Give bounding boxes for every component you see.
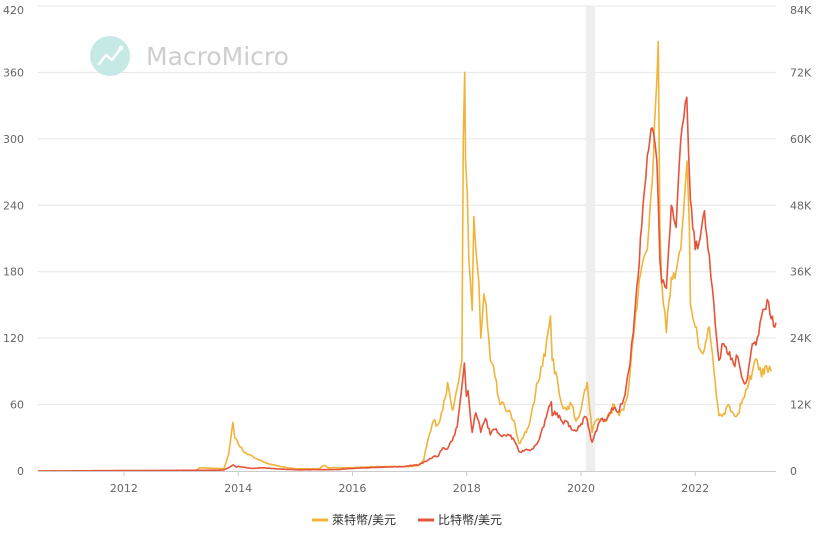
series-line-1 — [38, 96, 777, 472]
y-left-tick-label: 60 — [10, 399, 24, 412]
y-right-tick-label: 36K — [790, 266, 812, 279]
macromicro-logo-icon — [90, 36, 130, 76]
x-tick-label: 2012 — [110, 482, 138, 495]
y-left-tick-label: 300 — [3, 133, 24, 146]
y-left-tick-label: 360 — [3, 66, 24, 79]
y-right-tick-label: 48K — [790, 199, 812, 212]
x-tick-label: 2014 — [224, 482, 252, 495]
grid-lines — [38, 5, 776, 406]
y-right-tick-label: 60K — [790, 133, 812, 146]
series-lines — [38, 40, 777, 472]
y-right-tick-label: 84K — [790, 4, 812, 17]
watermark-text: MacroMicro — [146, 42, 289, 71]
y-right-tick-label: 12K — [790, 399, 812, 412]
y-left-tick-label: 0 — [17, 465, 24, 478]
watermark: MacroMicro — [90, 36, 289, 76]
series-line-0 — [38, 40, 772, 472]
y-left-tick-label: 420 — [3, 4, 24, 17]
legend: 萊特幣/美元 比特幣/美元 — [312, 512, 502, 527]
x-tick-label: 2018 — [453, 482, 481, 495]
legend-label-1[interactable]: 比特幣/美元 — [438, 512, 502, 527]
y-left-tick-label: 180 — [3, 266, 24, 279]
legend-label-0[interactable]: 萊特幣/美元 — [332, 512, 396, 527]
axes: 0 0 60 12K 120 24K 180 36K 240 48K 300 60K 360 72K 420… — [3, 4, 812, 495]
y-right-tick-label: 24K — [790, 332, 812, 345]
y-right-tick-label: 72K — [790, 66, 812, 79]
y-left-tick-label: 240 — [3, 199, 24, 212]
y-left-tick-label: 120 — [3, 332, 24, 345]
x-tick-label: 2020 — [567, 482, 595, 495]
shaded-period — [585, 6, 596, 471]
x-tick-label: 2016 — [338, 482, 366, 495]
x-tick-label: 2022 — [681, 482, 709, 495]
y-right-tick-label: 0 — [790, 465, 797, 478]
